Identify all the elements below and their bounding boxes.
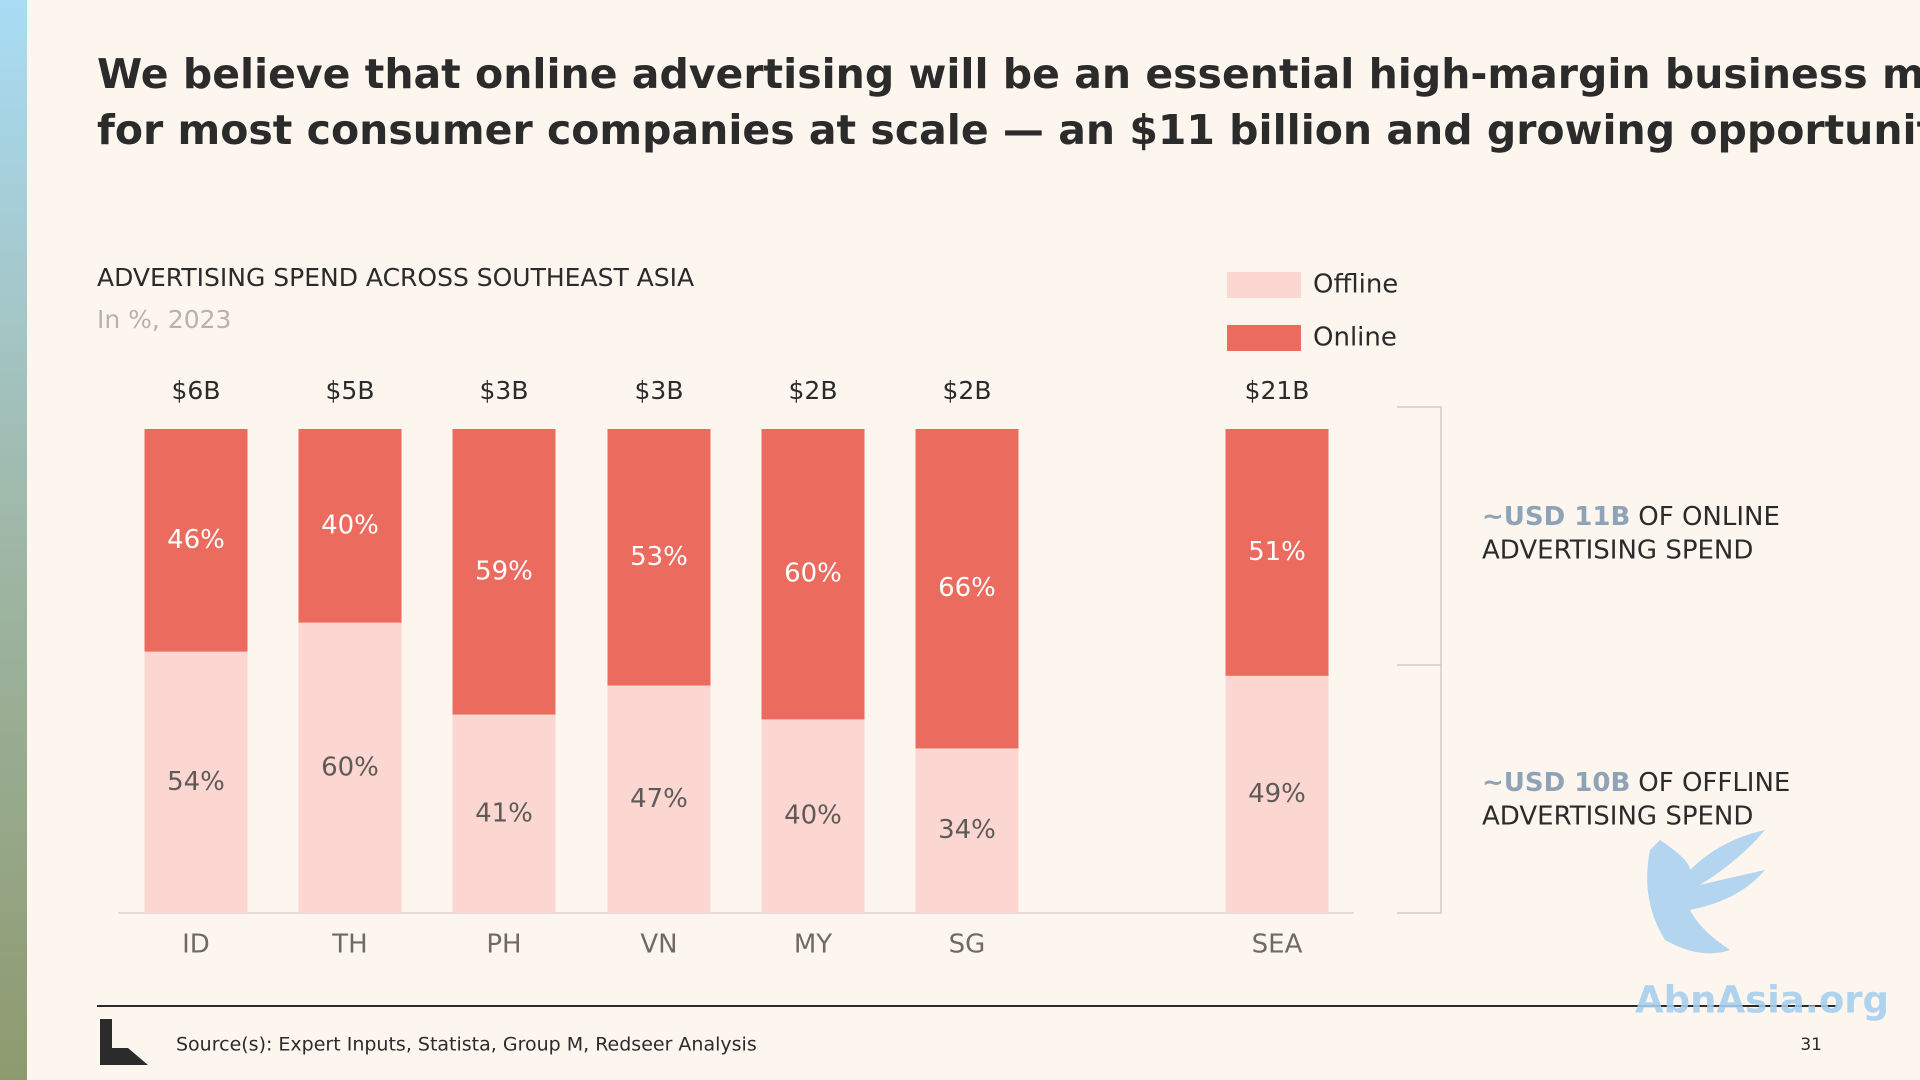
bar-segment bbox=[452, 714, 556, 913]
bar-segment bbox=[298, 622, 402, 913]
headline: We believe that online advertising will … bbox=[97, 50, 1920, 98]
x-tick-label: SEA bbox=[1252, 930, 1303, 960]
total-label: $3B bbox=[480, 376, 529, 405]
source: Source(s): Expert Inputs, Statista, Grou… bbox=[176, 1034, 757, 1056]
value-label: 60% bbox=[784, 559, 842, 589]
bar-segment bbox=[761, 719, 865, 913]
value-label: 49% bbox=[1248, 779, 1306, 809]
value-label: 53% bbox=[630, 542, 688, 572]
total-label: $21B bbox=[1245, 376, 1310, 405]
x-tick-label: VN bbox=[640, 930, 677, 960]
bar-segment bbox=[761, 429, 865, 720]
bracket bbox=[1397, 406, 1442, 914]
logo bbox=[100, 1019, 148, 1065]
annotation: ~USD 11B OF ONLINE bbox=[1482, 502, 1780, 532]
value-label: 40% bbox=[321, 510, 379, 540]
x-tick-label: SG bbox=[949, 930, 986, 960]
annotation-highlight: ~USD 11B bbox=[1482, 502, 1630, 532]
bar-segment bbox=[298, 429, 402, 623]
side-strip bbox=[0, 0, 27, 1080]
headline: for most consumer companies at scale — a… bbox=[97, 106, 1920, 154]
total-label: $2B bbox=[789, 376, 838, 405]
chart-subtitle: In %, 2023 bbox=[97, 305, 231, 334]
annotation: ~USD 10B OF OFFLINE bbox=[1482, 768, 1790, 798]
chart-title: ADVERTISING SPEND ACROSS SOUTHEAST ASIA bbox=[97, 263, 694, 292]
x-tick-label: ID bbox=[182, 930, 210, 960]
x-tick-label: MY bbox=[794, 930, 832, 960]
annotation-text: ADVERTISING SPEND bbox=[1482, 802, 1753, 832]
legend-label: Online bbox=[1313, 323, 1397, 353]
total-label: $2B bbox=[943, 376, 992, 405]
bar-segment bbox=[1225, 429, 1329, 676]
watermark: AbnAsia.org bbox=[1635, 979, 1889, 1022]
bar-segment bbox=[452, 429, 556, 715]
watermark-icon bbox=[1647, 830, 1765, 954]
value-label: 40% bbox=[784, 801, 842, 831]
bar-segment bbox=[915, 429, 1019, 749]
total-label: $5B bbox=[326, 376, 375, 405]
annotation-text: OF OFFLINE bbox=[1638, 768, 1790, 798]
annotation-text: OF ONLINE bbox=[1638, 502, 1780, 532]
value-label: 66% bbox=[938, 573, 996, 603]
total-label: $3B bbox=[635, 376, 684, 405]
value-label: 60% bbox=[321, 752, 379, 782]
x-tick-label: TH bbox=[331, 930, 367, 960]
page-number: 31 bbox=[1800, 1035, 1822, 1055]
bar-segment bbox=[915, 748, 1019, 913]
x-tick-label: PH bbox=[486, 930, 521, 960]
value-label: 41% bbox=[475, 798, 533, 828]
value-label: 34% bbox=[938, 815, 996, 845]
value-label: 51% bbox=[1248, 537, 1306, 567]
bar-segment bbox=[607, 685, 711, 913]
bar-segment bbox=[144, 651, 248, 913]
bar-segment bbox=[607, 429, 711, 686]
value-label: 47% bbox=[630, 784, 688, 814]
legend-swatch bbox=[1227, 325, 1301, 351]
annotation-text: ADVERTISING SPEND bbox=[1482, 536, 1753, 566]
bar-segment bbox=[144, 429, 248, 652]
value-label: 59% bbox=[475, 556, 533, 586]
bar-segment bbox=[1225, 675, 1329, 913]
total-label: $6B bbox=[172, 376, 221, 405]
value-label: 54% bbox=[167, 767, 225, 797]
legend-swatch bbox=[1227, 272, 1301, 298]
legend-label: Offline bbox=[1313, 270, 1398, 300]
value-label: 46% bbox=[167, 525, 225, 555]
annotation-highlight: ~USD 10B bbox=[1482, 768, 1630, 798]
